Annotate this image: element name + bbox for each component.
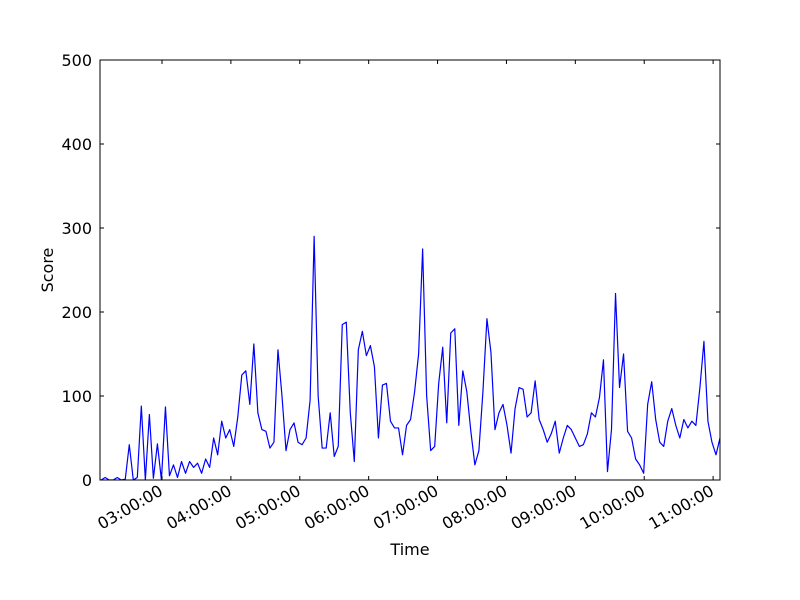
y-tick-label: 200 bbox=[61, 303, 92, 322]
y-tick-label: 300 bbox=[61, 219, 92, 238]
plot-area bbox=[100, 235, 720, 480]
axes-frame bbox=[99, 59, 721, 481]
data-line bbox=[100, 235, 720, 480]
y-tick-label: 400 bbox=[61, 135, 92, 154]
y-tick-label: 0 bbox=[82, 471, 92, 490]
x-axis-label: Time bbox=[389, 540, 429, 559]
y-axis-label: Score bbox=[38, 248, 57, 293]
y-tick-label: 500 bbox=[61, 51, 92, 70]
y-tick-label: 100 bbox=[61, 387, 92, 406]
